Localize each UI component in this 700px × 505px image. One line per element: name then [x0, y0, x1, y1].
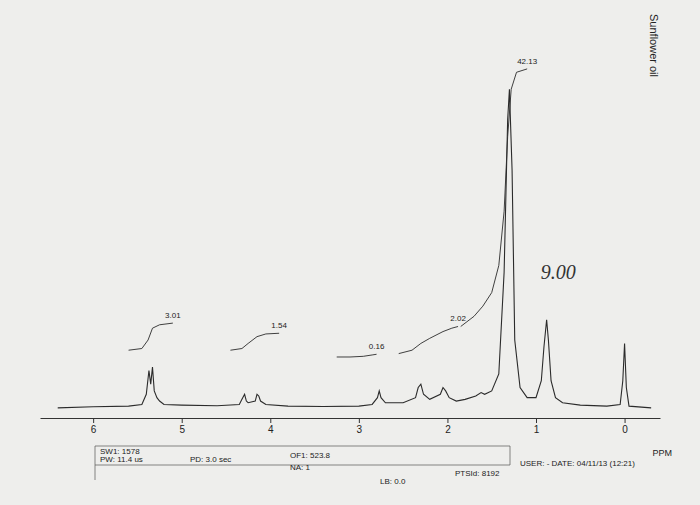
tick: 3 [357, 418, 363, 435]
tick: 6 [91, 418, 97, 435]
integral-curve [230, 333, 279, 350]
footer-text: PW: 11.4 us [100, 455, 143, 464]
axis-title: PPM [652, 448, 672, 458]
spectrum [58, 89, 651, 408]
integral-curve [399, 326, 458, 353]
tick: 4 [268, 418, 274, 435]
footer-text: LB: 0.0 [380, 477, 406, 486]
tick-label: 5 [179, 424, 185, 435]
tick-label: 3 [357, 424, 363, 435]
tick-mark [93, 418, 94, 423]
tick-label: 6 [91, 424, 97, 435]
footer-text: NA: 1 [290, 463, 311, 472]
footer-text: PD: 3.0 sec [190, 455, 231, 464]
tick-mark [447, 418, 448, 423]
x-axis: 6 5 4 3 2 1 0 [41, 418, 661, 435]
labels: 3.01 1.54 0.16 2.02 42.13 9.00 [165, 57, 576, 351]
annotation: 9.00 [541, 261, 576, 283]
footer-text: PTSId: 8192 [455, 469, 500, 478]
axis-line [41, 418, 661, 419]
footer: SW1: 1578PW: 11.4 usPD: 3.0 secOF1: 523.… [95, 446, 635, 486]
integral-label: 2.02 [450, 314, 466, 323]
footer-text: USER: - DATE: 04/11/13 (12:21) [520, 459, 635, 468]
integral-label: 1.54 [271, 321, 287, 330]
footer-text: OF1: 523.8 [290, 451, 331, 460]
footer-rule [95, 446, 96, 480]
integral-curve [129, 323, 173, 350]
integral-curve [337, 354, 377, 357]
tick-label: 1 [534, 424, 540, 435]
tick-mark [270, 418, 271, 423]
integral-label: 3.01 [165, 311, 181, 320]
footer-rule [510, 446, 511, 465]
tick-label: 4 [268, 424, 274, 435]
tick-mark [625, 418, 626, 423]
plot-area [58, 69, 651, 408]
tick-label: 0 [622, 424, 628, 435]
tick-label: 2 [445, 424, 451, 435]
tick-mark [359, 418, 360, 423]
integral-label: 0.16 [369, 342, 385, 351]
background [0, 0, 700, 505]
tick: 2 [445, 418, 451, 435]
tick-mark [182, 418, 183, 423]
tick: 1 [534, 418, 540, 435]
tick: 0 [622, 418, 628, 435]
title: Sunflower oil [648, 14, 660, 77]
tick: 5 [179, 418, 185, 435]
chart: 3.01 1.54 0.16 2.02 42.13 9.00 6 5 4 3 2 1 0 Sunflowe… [0, 0, 700, 505]
integral-curve [461, 69, 527, 327]
footer-rule [95, 446, 510, 447]
integral-label: 42.13 [517, 57, 538, 66]
tick-mark [536, 418, 537, 423]
